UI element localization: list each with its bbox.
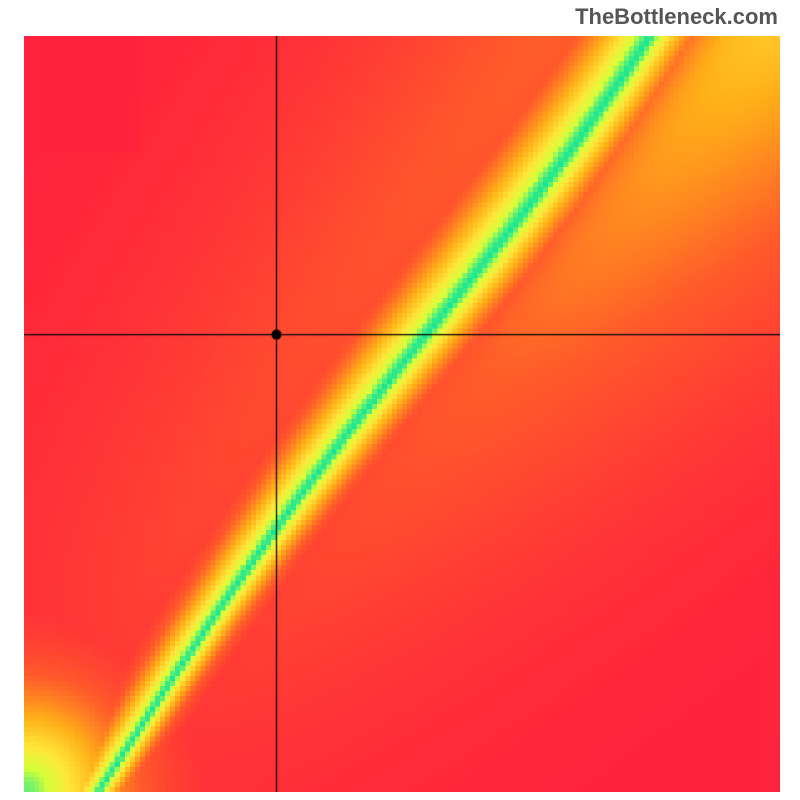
watermark-text: TheBottleneck.com — [575, 4, 778, 30]
root: TheBottleneck.com — [0, 0, 800, 800]
crosshair-overlay — [24, 36, 780, 792]
heatmap-plot — [24, 36, 780, 792]
